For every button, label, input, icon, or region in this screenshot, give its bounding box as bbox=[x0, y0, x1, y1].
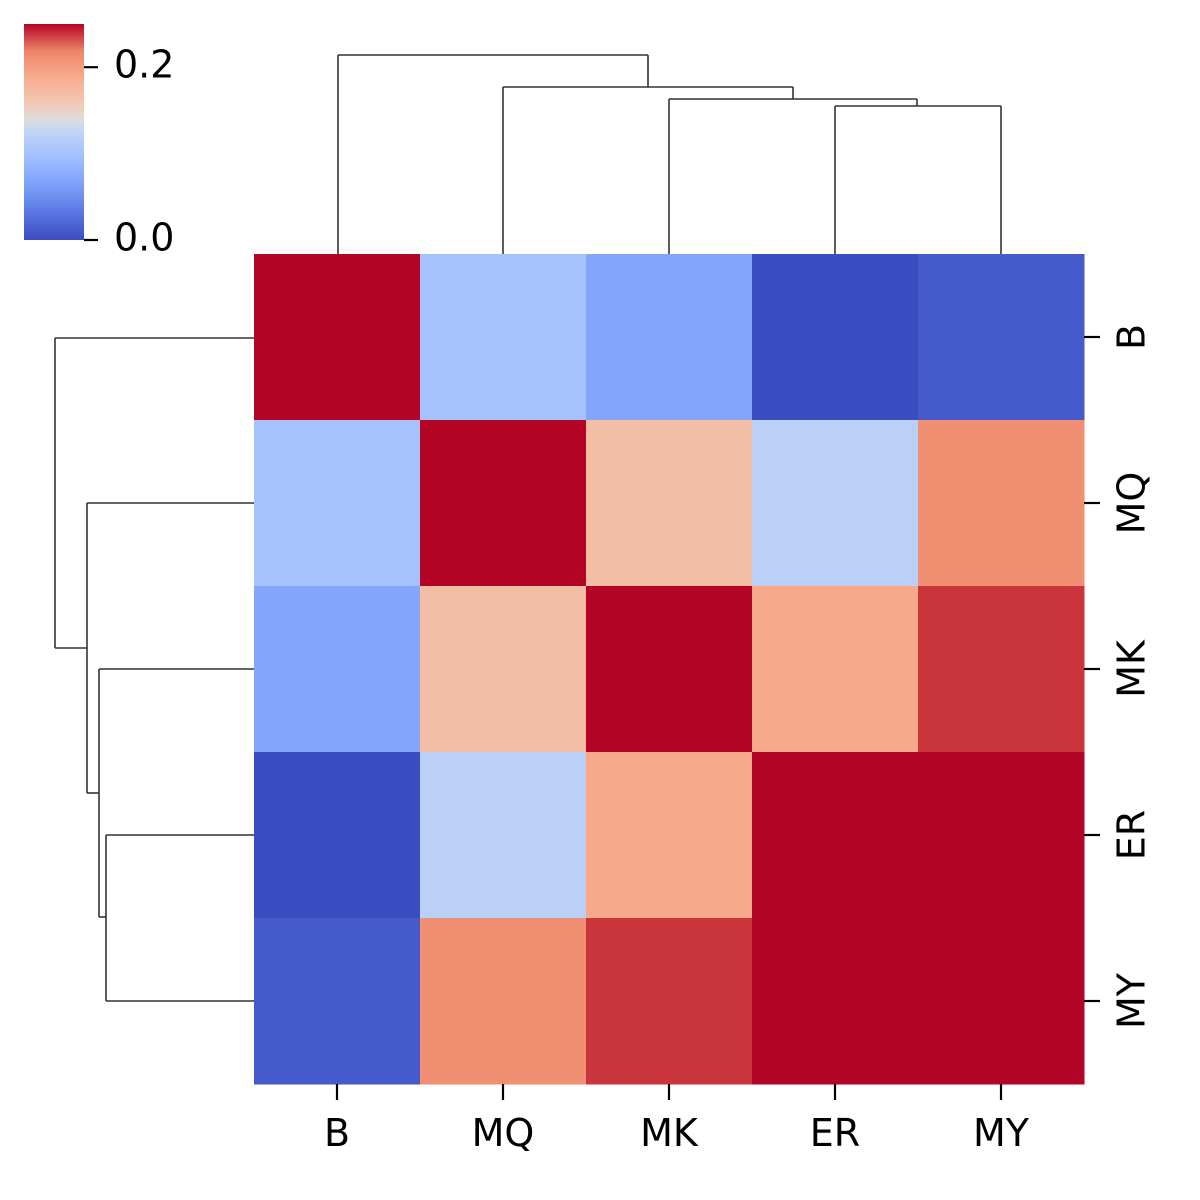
x-tick-label-mq: MQ bbox=[472, 1111, 535, 1155]
heatmap-cell-mq-mq bbox=[420, 420, 587, 587]
colorbar-tick-label-1: 0.2 bbox=[114, 43, 174, 87]
heatmap-cell-er-mk bbox=[586, 752, 753, 919]
colorbar: 0.0 0.2 bbox=[24, 24, 174, 260]
colorbar-tick-label-0: 0.0 bbox=[114, 216, 174, 260]
heatmap-cell-mk-er bbox=[752, 586, 919, 753]
heatmap-cell-mq-er bbox=[752, 420, 919, 587]
column-dendrogram bbox=[337, 54, 1002, 254]
heatmap-cell-b-er bbox=[752, 254, 919, 421]
heatmap-cell-mq-b bbox=[254, 420, 421, 587]
x-tick-label-er: ER bbox=[810, 1111, 860, 1155]
heatmap-cell-er-b bbox=[254, 752, 421, 919]
y-tick-label-my: MY bbox=[1110, 972, 1154, 1029]
y-tick-label-b: B bbox=[1110, 324, 1154, 350]
heatmap-cell-b-b bbox=[254, 254, 421, 421]
colorbar-ticks: 0.0 0.2 bbox=[84, 43, 174, 260]
heatmap-cell-b-mq bbox=[420, 254, 587, 421]
heatmap-cell-mk-mk bbox=[586, 586, 753, 753]
y-tick-label-mk: MK bbox=[1110, 639, 1154, 698]
heatmap-cell-my-mk bbox=[586, 918, 753, 1085]
heatmap-cell-b-mk bbox=[586, 254, 753, 421]
row-dendrogram bbox=[54, 337, 254, 1002]
heatmap-cell-my-b bbox=[254, 918, 421, 1085]
heatmap-cell-er-my bbox=[918, 752, 1085, 919]
y-tick-label-er: ER bbox=[1110, 810, 1154, 860]
heatmap-cell-mk-my bbox=[918, 586, 1085, 753]
heatmap-cell-mq-my bbox=[918, 420, 1085, 587]
heatmap-cells bbox=[254, 254, 1085, 1085]
x-tick-label-my: MY bbox=[973, 1111, 1030, 1155]
heatmap-cell-my-my bbox=[918, 918, 1085, 1085]
heatmap-cell-my-mq bbox=[420, 918, 587, 1085]
x-axis: B MQ MK ER MY bbox=[324, 1084, 1030, 1155]
x-tick-label-mk: MK bbox=[640, 1111, 699, 1155]
heatmap-cell-er-er bbox=[752, 752, 919, 919]
x-tick-label-b: B bbox=[324, 1111, 350, 1155]
colorbar-gradient bbox=[24, 24, 84, 240]
y-axis: B MQ MK ER MY bbox=[1084, 324, 1154, 1029]
heatmap-cell-er-mq bbox=[420, 752, 587, 919]
heatmap-cell-mk-mq bbox=[420, 586, 587, 753]
y-tick-label-mq: MQ bbox=[1110, 472, 1154, 535]
heatmap-cell-b-my bbox=[918, 254, 1085, 421]
heatmap-cell-mk-b bbox=[254, 586, 421, 753]
heatmap-cell-mq-mk bbox=[586, 420, 753, 587]
heatmap-cell-my-er bbox=[752, 918, 919, 1085]
